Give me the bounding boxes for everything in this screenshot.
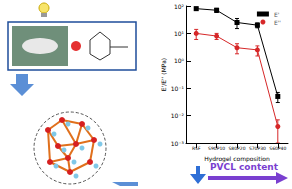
svg-text:PVCL content: PVCL content bbox=[210, 162, 279, 172]
svg-text:E'/E'' (MPa): E'/E'' (MPa) bbox=[160, 58, 167, 91]
svg-text:S90P10: S90P10 bbox=[208, 146, 225, 151]
svg-text:S80P20: S80P20 bbox=[228, 146, 245, 151]
svg-text:S60P40: S60P40 bbox=[269, 146, 286, 151]
svg-text:10⁻³: 10⁻³ bbox=[171, 140, 185, 147]
svg-text:10⁻¹: 10⁻¹ bbox=[171, 85, 185, 92]
svg-text:10⁰: 10⁰ bbox=[174, 57, 185, 64]
svg-text:E'': E'' bbox=[274, 19, 281, 26]
svg-text:E': E' bbox=[274, 11, 280, 18]
svg-text:10⁻²: 10⁻² bbox=[171, 112, 185, 119]
svg-text:Hydrogel composition: Hydrogel composition bbox=[204, 155, 270, 163]
svg-text:10¹: 10¹ bbox=[174, 30, 185, 37]
svg-text:10²: 10² bbox=[174, 3, 185, 10]
svg-text:S70P30: S70P30 bbox=[249, 146, 266, 151]
svg-text:RSF: RSF bbox=[192, 146, 201, 151]
